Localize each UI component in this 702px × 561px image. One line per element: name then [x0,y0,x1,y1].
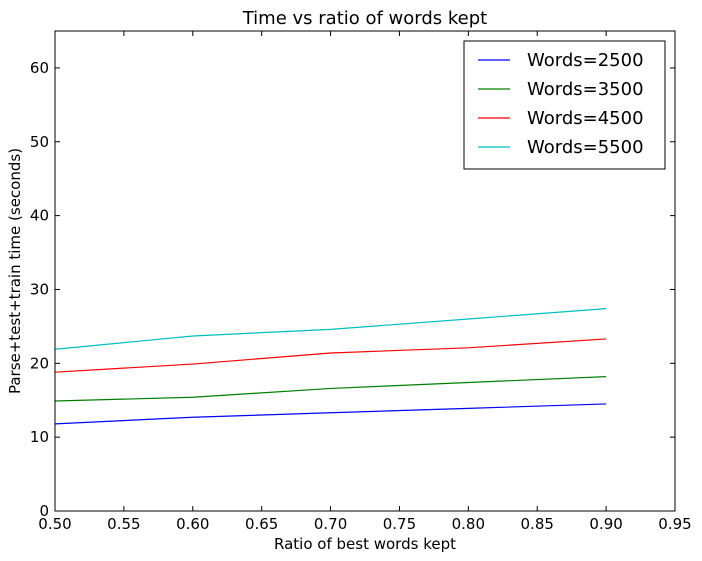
series-line-3 [54,338,607,373]
legend-label: Words=2500 [527,50,644,71]
chart-title: Time vs ratio of words kept [242,8,488,29]
x-tick-label: 0.50 [38,515,71,533]
series-line-1 [54,403,607,425]
plot-lines [54,308,607,425]
x-tick-label: 0.90 [589,515,622,533]
x-tick-label: 0.65 [245,515,278,533]
y-tick-label: 20 [30,354,49,372]
series-line-4 [54,308,607,350]
y-axis-ticks: 0 10 20 30 40 50 60 [30,59,675,520]
x-tick-label: 0.95 [658,515,691,533]
x-tick-label: 0.60 [176,515,209,533]
y-tick-label: 50 [30,133,49,151]
x-tick-label: 0.55 [107,515,140,533]
legend-label: Words=5500 [527,137,644,158]
x-tick-label: 0.75 [383,515,416,533]
x-axis-ticks: 0.50 0.55 0.60 0.65 0.70 0.75 0.80 0.85 0.90 0.95 [38,31,692,533]
y-tick-label: 0 [39,502,49,520]
legend-label: Words=3500 [527,79,644,100]
legend-label: Words=4500 [527,108,644,129]
x-tick-label: 0.70 [314,515,347,533]
y-tick-label: 40 [30,207,49,225]
series-line-2 [54,376,607,402]
legend: Words=2500 Words=3500 Words=4500 Words=5500 [463,40,666,170]
plot-frame [54,30,676,512]
y-tick-label: 60 [30,59,49,77]
y-tick-label: 10 [30,428,49,446]
legend-box [463,40,666,170]
x-tick-label: 0.80 [452,515,485,533]
x-tick-label: 0.85 [521,515,554,533]
y-tick-label: 30 [30,280,49,298]
x-axis-title: Ratio of best words kept [274,535,456,553]
y-axis-title: Parse+test+train time (seconds) [6,148,24,394]
